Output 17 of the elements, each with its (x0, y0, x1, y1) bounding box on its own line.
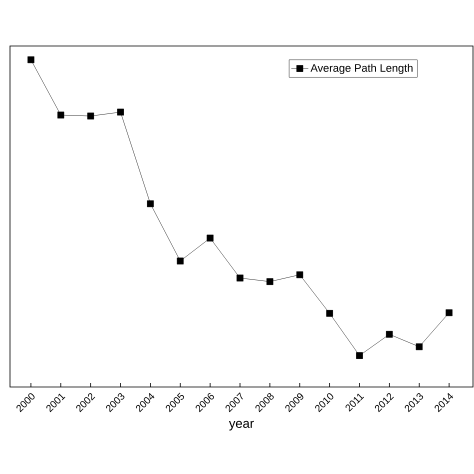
point (87, 112, 94, 120)
point (446, 309, 452, 316)
legend-label: Average Path Length (310, 64, 413, 74)
point (236, 274, 244, 282)
point (206, 234, 214, 242)
point (386, 330, 393, 338)
point (57, 112, 64, 118)
point (326, 310, 334, 317)
point (117, 108, 124, 116)
point (266, 278, 274, 286)
point (28, 56, 34, 64)
point (416, 343, 423, 350)
point (356, 352, 363, 359)
point (296, 271, 304, 278)
point (147, 200, 154, 208)
x-axis-title: year (228, 420, 254, 431)
point (176, 258, 184, 264)
